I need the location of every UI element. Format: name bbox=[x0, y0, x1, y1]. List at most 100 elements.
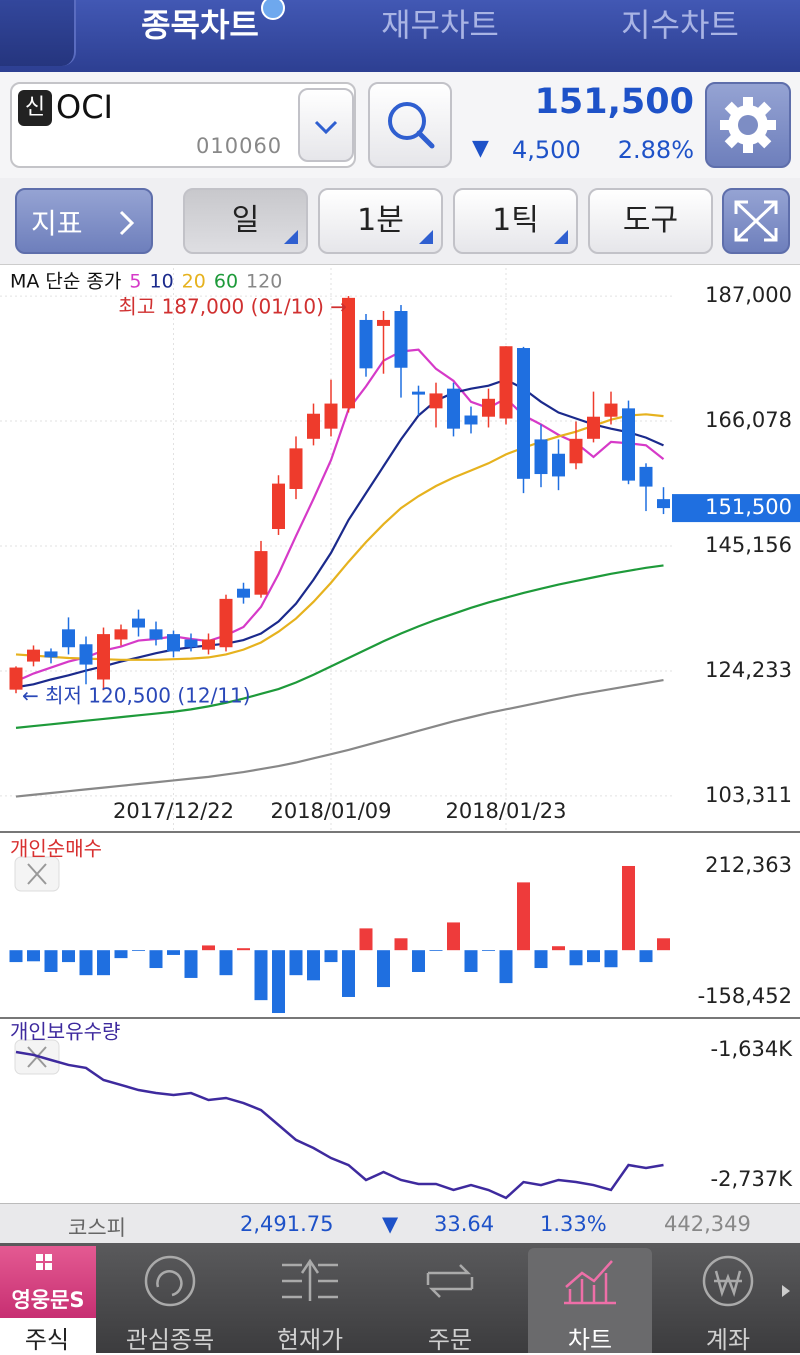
candle-body bbox=[552, 453, 565, 477]
x-tick-label: 2018/01/23 bbox=[445, 799, 566, 823]
button-label: 1틱 bbox=[492, 203, 539, 238]
candle-body bbox=[377, 319, 390, 326]
more-arrow[interactable] bbox=[782, 1285, 790, 1297]
bar bbox=[552, 946, 565, 951]
bar bbox=[272, 950, 285, 1014]
y-tick-label: 166,078 bbox=[705, 408, 792, 432]
bar bbox=[184, 950, 198, 978]
market-volume: 442,349 bbox=[664, 1212, 751, 1236]
candle-body bbox=[482, 398, 495, 417]
ma-line bbox=[15, 413, 664, 661]
bar bbox=[254, 950, 268, 1001]
gear-icon bbox=[720, 97, 776, 153]
bar bbox=[79, 950, 93, 976]
bar bbox=[202, 945, 215, 951]
chart-icon bbox=[564, 1260, 616, 1305]
change-arrow: ▼ bbox=[472, 136, 489, 161]
tab[interactable]: 지수차트 bbox=[621, 6, 739, 44]
candle-body bbox=[517, 348, 530, 479]
indicator-label: 지표 bbox=[31, 207, 83, 240]
back-button[interactable] bbox=[0, 0, 76, 66]
active-tab-bg bbox=[528, 1248, 652, 1353]
candle-body bbox=[44, 651, 58, 658]
bar bbox=[149, 950, 163, 969]
current-price: 151,500 bbox=[534, 82, 694, 122]
indicator-button[interactable]: 지표 bbox=[15, 188, 153, 254]
candle-body bbox=[167, 634, 180, 652]
candle-body bbox=[342, 297, 355, 409]
bar bbox=[44, 950, 58, 972]
period-button[interactable]: 1틱 bbox=[453, 188, 578, 254]
period-button[interactable]: 1분 bbox=[318, 188, 443, 254]
favorite-icon bbox=[144, 1255, 196, 1307]
candle-body bbox=[412, 391, 425, 395]
legend-entry: MA 단순 종가 bbox=[10, 271, 121, 293]
bar bbox=[114, 950, 128, 959]
credit-badge: 신 bbox=[18, 90, 52, 126]
candle-body bbox=[464, 415, 478, 425]
tool-button[interactable]: 도구 bbox=[588, 188, 713, 254]
bar bbox=[377, 950, 390, 988]
period-button[interactable]: 일 bbox=[183, 188, 308, 254]
bar bbox=[517, 882, 530, 951]
tab[interactable]: 재무차트 bbox=[381, 6, 499, 44]
candle-body bbox=[569, 438, 583, 464]
bar bbox=[482, 950, 495, 951]
stock-name: OCI bbox=[56, 88, 113, 126]
candle-body bbox=[237, 588, 250, 598]
ma-line bbox=[15, 679, 664, 798]
panel-title: 개인보유수량 bbox=[10, 1020, 120, 1044]
candle-body bbox=[447, 388, 460, 429]
bar bbox=[412, 950, 425, 972]
settings-button[interactable] bbox=[705, 82, 791, 168]
logo-box[interactable]: 영웅문S bbox=[0, 1246, 96, 1318]
candle-body bbox=[9, 667, 23, 690]
y-tick-label: 212,363 bbox=[705, 853, 792, 877]
nav-label[interactable]: 차트 bbox=[567, 1326, 613, 1354]
line bbox=[15, 1050, 664, 1200]
bar bbox=[359, 928, 373, 951]
candle-body bbox=[534, 439, 548, 475]
bar bbox=[639, 950, 653, 963]
candle-body bbox=[184, 639, 198, 648]
y-tick-label: 145,156 bbox=[705, 533, 792, 557]
bar bbox=[394, 938, 408, 951]
close-icon[interactable] bbox=[14, 856, 60, 892]
search-icon bbox=[388, 102, 435, 149]
nav-label[interactable]: 주식 bbox=[24, 1326, 70, 1354]
bar bbox=[97, 950, 110, 976]
candle-body bbox=[132, 618, 145, 628]
bar bbox=[534, 950, 548, 969]
y-tick-label: 187,000 bbox=[705, 283, 792, 307]
candle-body bbox=[62, 629, 75, 648]
search-button[interactable] bbox=[368, 82, 452, 168]
bottom-nav bbox=[0, 1243, 800, 1353]
nav-label[interactable]: 관심종목 bbox=[125, 1326, 215, 1354]
market-index: 2,491.75 bbox=[240, 1212, 334, 1236]
button-label: 도구 bbox=[622, 203, 679, 238]
candle-body bbox=[272, 483, 285, 529]
nav-label[interactable]: 현재가 bbox=[276, 1326, 344, 1354]
market-arrow: ▼ bbox=[382, 1212, 399, 1236]
legend-entry: 20 bbox=[182, 271, 206, 293]
legend-entry: 120 bbox=[246, 271, 282, 293]
market-name: 코스피 bbox=[68, 1216, 126, 1240]
candle-body bbox=[27, 649, 40, 662]
dropdown-button[interactable] bbox=[298, 88, 354, 162]
bar bbox=[132, 950, 145, 951]
legend-entry: 10 bbox=[149, 271, 173, 293]
candle-body bbox=[289, 448, 303, 489]
nav-label[interactable]: 계좌 bbox=[705, 1326, 751, 1354]
top-tab-bar bbox=[0, 0, 800, 72]
nav-icons bbox=[144, 1255, 790, 1307]
bar bbox=[237, 948, 250, 951]
nav-label[interactable]: 주문 bbox=[427, 1326, 473, 1354]
candle-body bbox=[149, 629, 163, 640]
chevron-icon bbox=[314, 120, 338, 135]
tab[interactable]: 종목차트 bbox=[141, 6, 259, 44]
market-change: 33.64 bbox=[434, 1212, 495, 1236]
chart-area: 187,000 166,078 145,156 124,233 103,311 2017/… bbox=[0, 265, 800, 1203]
expand-button[interactable] bbox=[722, 188, 790, 254]
active-item-bg bbox=[0, 1318, 96, 1353]
chart-background bbox=[0, 265, 800, 1203]
